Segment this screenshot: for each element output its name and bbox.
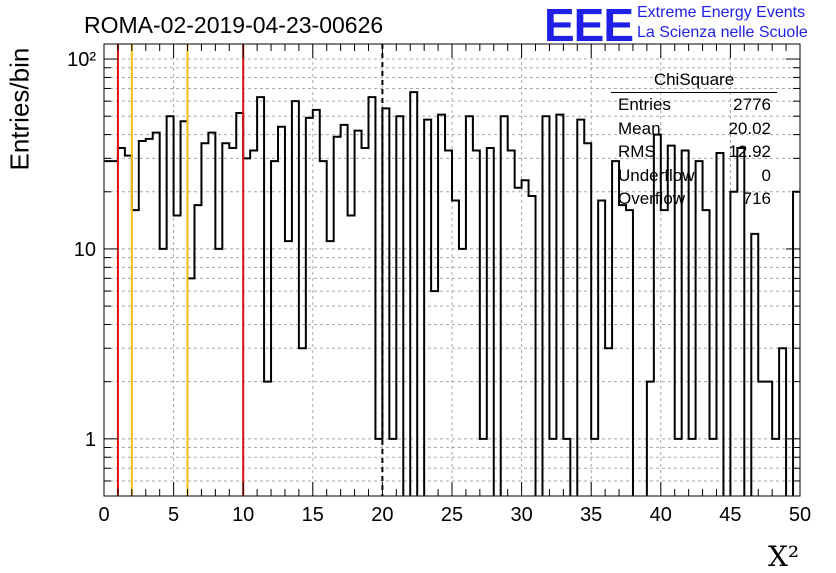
stats-row-mean: Mean 20.02	[611, 117, 777, 141]
stats-label: Mean	[618, 118, 661, 138]
x-axis-label: X²	[768, 540, 800, 573]
stats-label: Overflow	[618, 189, 686, 208]
x-tick-label: 35	[580, 504, 602, 526]
stats-value: 12.92	[728, 142, 771, 161]
y-tick-label: 10²	[67, 49, 96, 71]
x-tick-label: 0	[98, 504, 109, 526]
histogram-series	[104, 91, 800, 496]
stats-value: 2776	[733, 95, 771, 114]
x-tick-label: 20	[371, 504, 393, 526]
y-tick-label: 1	[85, 429, 96, 451]
x-tick-label: 15	[302, 504, 324, 526]
x-tick-label: 25	[441, 504, 463, 526]
eee-logo: EEE	[544, 0, 634, 51]
stats-row-rms: RMS 12.92	[611, 140, 777, 164]
stats-label: RMS	[618, 142, 656, 161]
x-tick-label: 30	[510, 504, 532, 526]
stats-label: Underflow	[618, 165, 695, 185]
y-axis-label: Entries/bin	[4, 47, 35, 171]
logo-text-line1: Extreme Energy Events	[637, 4, 806, 21]
y-tick-label: 10	[74, 239, 96, 261]
chart-title: ROMA-02-2019-04-23-00626	[84, 12, 384, 38]
logo-text-line2: La Scienza nelle Scuole	[637, 24, 808, 41]
stats-row-overflow: Overflow 716	[611, 187, 777, 211]
stats-title: ChiSquare	[611, 68, 777, 93]
stats-value: 716	[742, 189, 771, 208]
stats-label: Entries	[618, 95, 671, 114]
stats-value: 20.02	[728, 118, 771, 138]
x-tick-label: 50	[789, 504, 811, 526]
stats-box: ChiSquare Entries 2776 Mean 20.02 RMS 12.92…	[611, 68, 777, 211]
stats-row-entries: Entries 2776	[611, 93, 777, 117]
stats-row-underflow: Underflow 0	[611, 164, 777, 188]
x-tick-label: 5	[168, 504, 179, 526]
x-tick-label: 40	[650, 504, 672, 526]
stats-value: 0	[761, 165, 771, 185]
x-tick-label: 10	[232, 504, 254, 526]
x-tick-label: 45	[719, 504, 741, 526]
